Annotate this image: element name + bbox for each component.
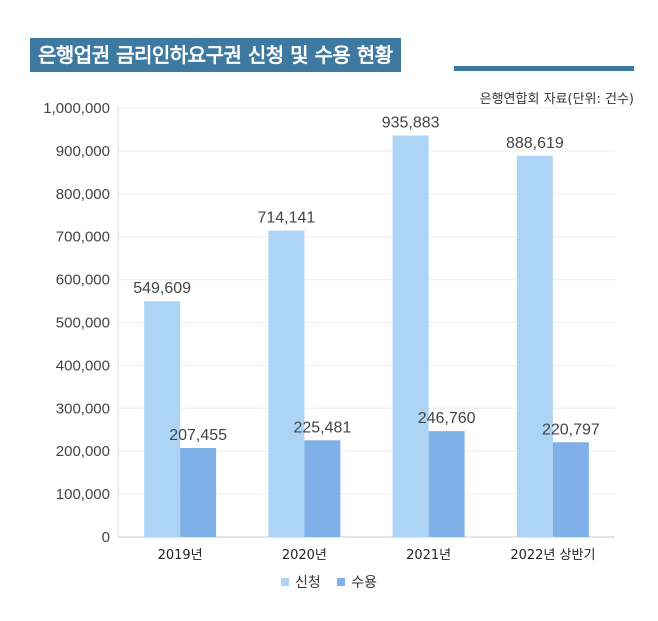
source-note: 은행연합회 자료(단위: 건수) bbox=[479, 92, 634, 107]
legend-label-accept: 수용 bbox=[351, 575, 377, 591]
y-tick-label: 300,000 bbox=[56, 400, 110, 417]
y-tick-label: 0 bbox=[102, 529, 110, 546]
data-label: 549,609 bbox=[133, 280, 191, 297]
chart-title: 은행업권 금리인하요구권 신청 및 수용 현황 bbox=[30, 38, 401, 72]
bar-apply bbox=[144, 301, 181, 537]
data-label: 220,797 bbox=[542, 421, 600, 438]
data-label: 888,619 bbox=[506, 135, 564, 152]
legend-item-apply: 신청 bbox=[281, 572, 321, 592]
bar-apply bbox=[516, 155, 553, 537]
y-tick-label: 1,000,000 bbox=[43, 100, 110, 117]
legend-swatch-accept bbox=[337, 578, 346, 586]
data-label: 246,760 bbox=[418, 410, 476, 427]
y-tick-label: 400,000 bbox=[56, 357, 110, 374]
y-tick-label: 800,000 bbox=[56, 186, 110, 203]
y-tick-label: 900,000 bbox=[56, 143, 110, 160]
y-tick-label: 600,000 bbox=[56, 272, 110, 289]
bar-apply bbox=[268, 230, 305, 537]
y-tick-label: 200,000 bbox=[56, 443, 110, 460]
legend: 신청 수용 bbox=[0, 572, 658, 592]
chart-title-wrap: 은행업권 금리인하요구권 신청 및 수용 현황 bbox=[30, 38, 401, 72]
x-tick-label: 2021년 bbox=[406, 548, 451, 563]
bar-accept bbox=[552, 442, 589, 537]
data-label: 207,455 bbox=[169, 427, 227, 444]
data-label: 714,141 bbox=[257, 210, 315, 227]
data-label: 225,481 bbox=[293, 419, 351, 436]
legend-label-apply: 신청 bbox=[295, 575, 321, 591]
bar-accept bbox=[180, 448, 217, 537]
bar-accept bbox=[428, 431, 465, 537]
data-label: 935,883 bbox=[382, 115, 440, 132]
legend-item-accept: 수용 bbox=[337, 572, 377, 592]
x-tick-label: 2020년 bbox=[282, 548, 327, 563]
title-underline bbox=[454, 66, 634, 71]
bar-accept bbox=[304, 440, 341, 537]
legend-swatch-apply bbox=[281, 578, 289, 586]
bar-apply bbox=[392, 135, 429, 537]
x-tick-label: 2022년 상반기 bbox=[510, 548, 595, 563]
y-tick-label: 500,000 bbox=[56, 315, 110, 332]
x-tick-label: 2019년 bbox=[158, 548, 203, 563]
y-tick-label: 700,000 bbox=[56, 229, 110, 246]
y-tick-label: 100,000 bbox=[56, 486, 110, 503]
